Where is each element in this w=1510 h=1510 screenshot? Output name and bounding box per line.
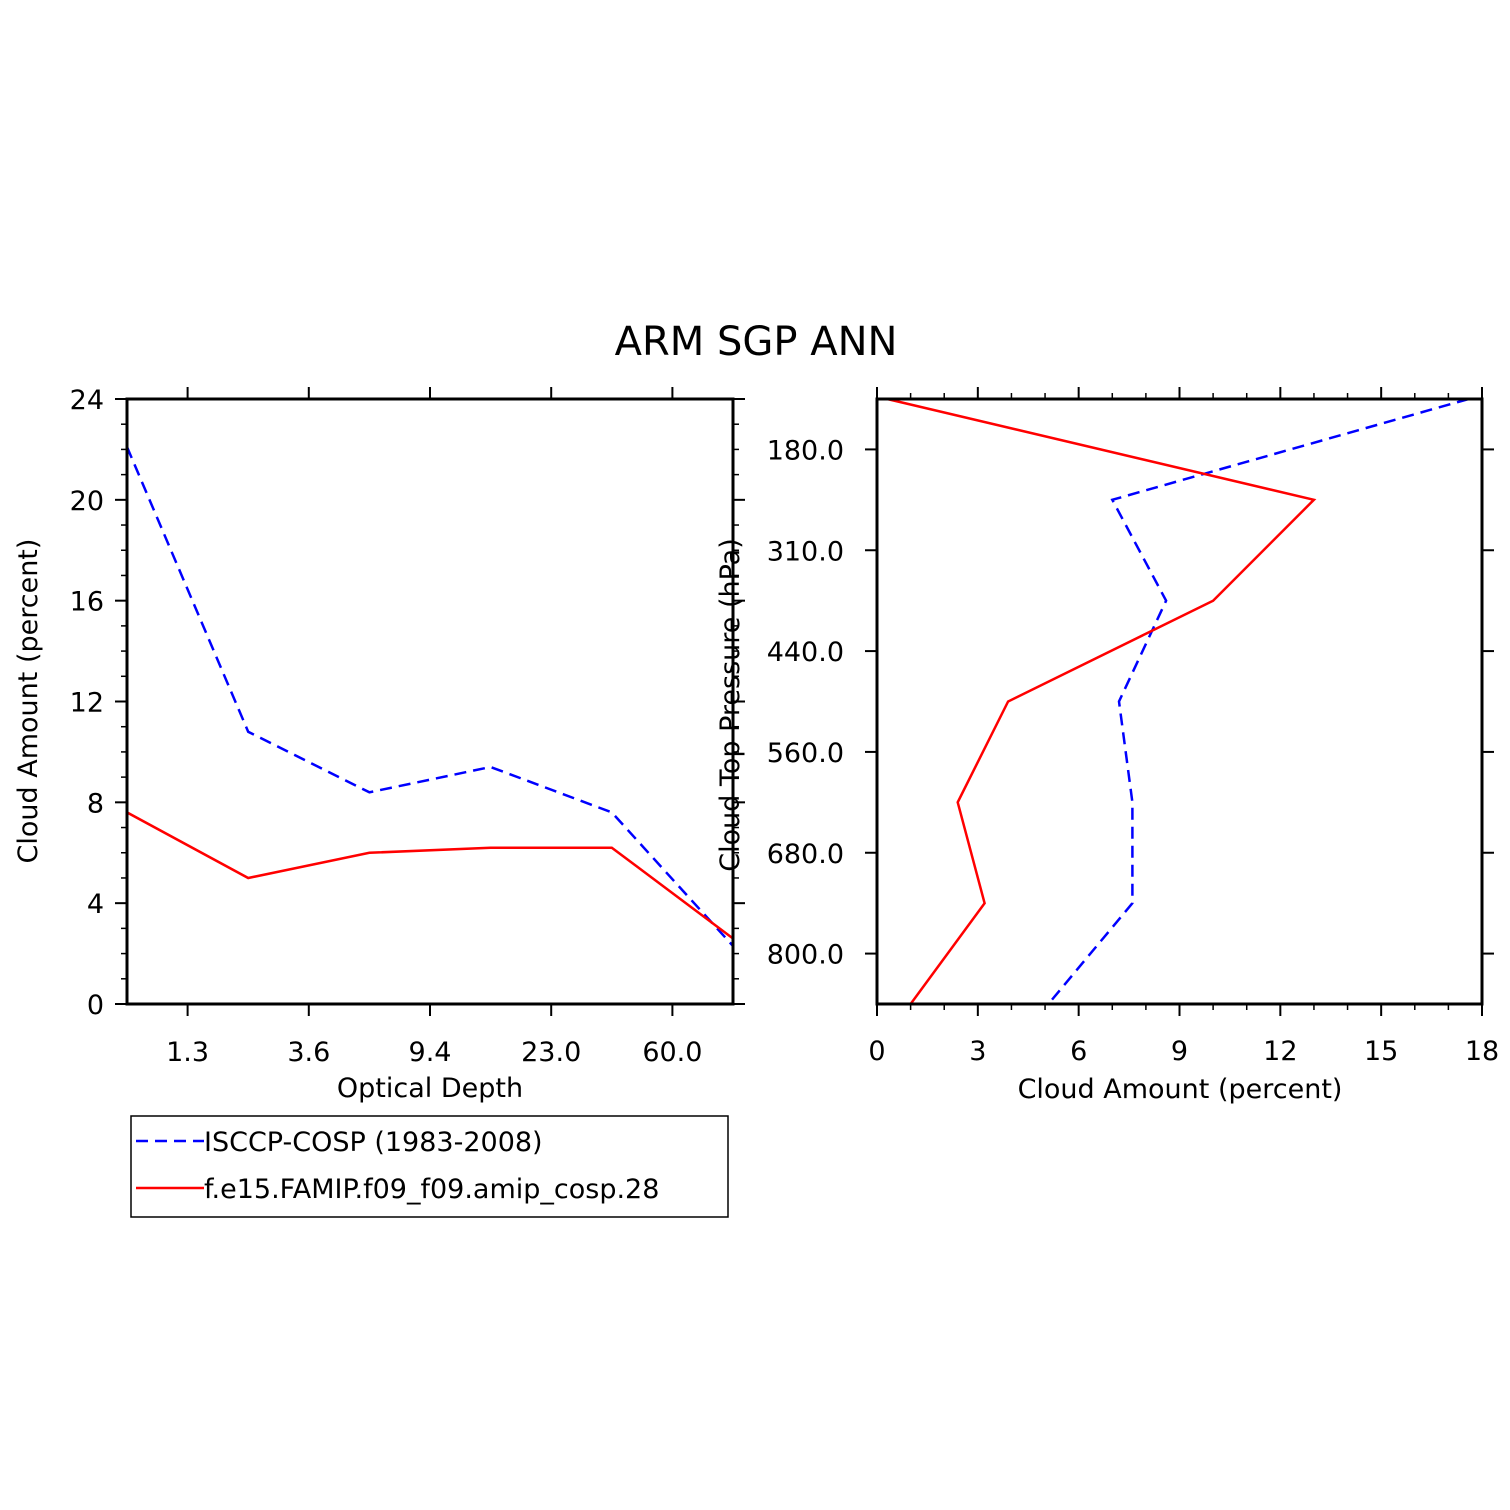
right-y-tick-label: 560.0 <box>767 738 844 769</box>
cloud-top-pressure-panel: 0 3 6 9 12 15 18 180.0 310.0 440.0 560.0 680.0 800.0… <box>715 387 1499 1105</box>
left-x-tick-label: 3.6 <box>287 1037 330 1068</box>
right-series-group <box>886 397 1469 1005</box>
left-x-axis-label: Optical Depth <box>337 1073 523 1104</box>
chart-title: ARM SGP ANN <box>615 319 898 365</box>
right-y-tick-label: 800.0 <box>767 940 844 971</box>
right-series-line-0 <box>1047 397 1469 1005</box>
legend-box <box>130 1115 729 1218</box>
right-x-tick-label: 3 <box>969 1036 986 1067</box>
right-y-tick-label: 680.0 <box>767 839 844 870</box>
right-x-tick-label: 0 <box>868 1036 885 1067</box>
right-y-tick-label: 310.0 <box>767 536 844 567</box>
right-x-tick-label: 18 <box>1465 1036 1499 1067</box>
left-y-tick-label: 12 <box>70 688 104 719</box>
left-y-axis-label: Cloud Amount (percent) <box>13 539 44 864</box>
left-x-tick-label: 1.3 <box>166 1037 209 1068</box>
right-plot-frame <box>875 397 1484 1006</box>
right-x-tick-label: 9 <box>1171 1036 1188 1067</box>
right-y-tick-label: 180.0 <box>767 435 844 466</box>
left-x-tick-label: 9.4 <box>409 1037 452 1068</box>
right-x-axis-label: Cloud Amount (percent) <box>1018 1074 1343 1105</box>
left-y-tick-label: 20 <box>70 486 104 517</box>
legend-label-isccp: ISCCP-COSP (1983-2008) <box>204 1127 543 1158</box>
left-plot-frame <box>125 397 735 1006</box>
right-x-tick-label: 15 <box>1364 1036 1398 1067</box>
left-y-tick-label: 16 <box>70 587 104 618</box>
right-ticks-group: 0 3 6 9 12 15 18 180.0 310.0 440.0 560.0 680.0 800.0 <box>767 387 1499 1067</box>
right-y-tick-label: 440.0 <box>767 637 844 668</box>
right-x-tick-label: 12 <box>1263 1036 1297 1067</box>
right-x-tick-label: 6 <box>1070 1036 1087 1067</box>
left-series-line-0 <box>125 446 734 947</box>
right-series-line-1 <box>886 397 1317 1005</box>
right-y-axis-label: Cloud Top Pressure (hPa) <box>715 538 746 872</box>
optical-depth-panel: 0 4 8 12 16 20 24 1.3 3.6 9.4 23.0 60.0 Optical Dep… <box>13 385 745 1104</box>
left-y-tick-label: 0 <box>87 990 104 1021</box>
left-y-tick-label: 8 <box>87 788 104 819</box>
left-x-tick-label: 23.0 <box>521 1037 581 1068</box>
left-ticks-group: 0 4 8 12 16 20 24 1.3 3.6 9.4 23.0 60.0 <box>70 385 745 1068</box>
left-series-group <box>125 446 734 947</box>
left-y-tick-label: 4 <box>87 889 104 920</box>
legend: ISCCP-COSP (1983-2008) f.e15.FAMIP.f09_f… <box>130 1115 729 1218</box>
left-series-line-1 <box>126 811 734 940</box>
left-y-tick-label: 24 <box>70 385 104 416</box>
left-x-tick-label: 60.0 <box>642 1037 702 1068</box>
legend-label-model: f.e15.FAMIP.f09_f09.amip_cosp.28 <box>204 1174 659 1205</box>
